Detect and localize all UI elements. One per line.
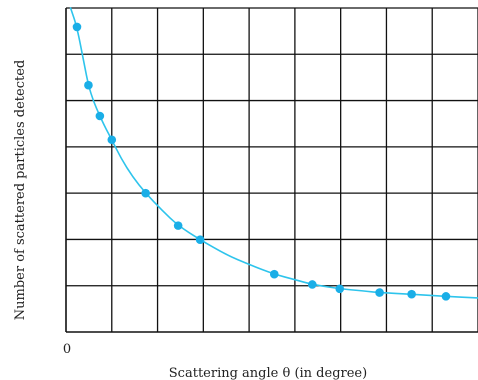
x-axis-label: Scattering angle θ (in degree) <box>169 366 367 380</box>
data-point <box>107 135 117 145</box>
y-axis-label: Number of scattered particles detected <box>13 60 28 320</box>
fit-curve-layer <box>69 7 478 299</box>
data-point <box>375 288 384 297</box>
data-point <box>141 188 150 198</box>
data-point <box>407 289 416 299</box>
data-point <box>72 22 82 32</box>
data-point <box>441 292 451 301</box>
origin-label: 0 <box>63 342 71 357</box>
data-point <box>307 280 317 289</box>
data-point <box>173 221 183 230</box>
data-point <box>84 80 93 90</box>
fit-curve <box>69 7 478 299</box>
data-point <box>269 269 279 279</box>
data-point <box>335 284 345 294</box>
data-point <box>195 235 205 244</box>
grid-layer <box>65 7 478 333</box>
data-point <box>95 111 105 121</box>
data-points-layer <box>72 22 451 301</box>
